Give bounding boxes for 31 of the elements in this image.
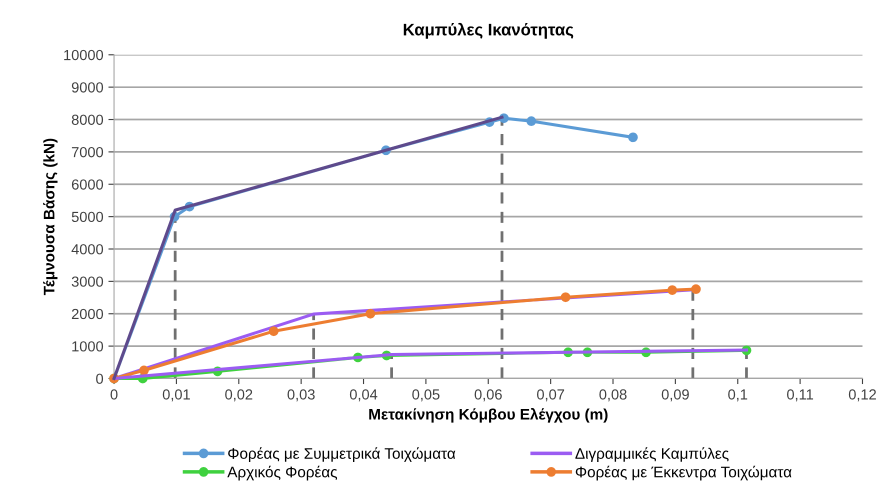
y-axis-title: Τέμνουσα Βάσης (kN) [43,138,58,296]
x-tick-label: 0,07 [537,389,564,402]
legend-label: Διγραμμικές Καμπύλες [575,447,729,462]
x-tick-label: 0,12 [848,389,876,402]
y-tick-label: 1000 [72,341,104,352]
x-tick-label: 0,04 [350,389,378,402]
chart-title: Καμπύλες Ικανότητας [404,22,574,39]
legend-label: Αρχικός Φορέας [227,466,338,480]
y-tick-label: 9000 [72,82,104,93]
x-tick-label: 0,02 [225,389,252,402]
x-tick-label: 0,01 [162,389,190,402]
y-tick-label: 5000 [72,212,104,222]
x-axis-title: Μετακίνηση Κόμβου Ελέγχου (m) [369,408,608,423]
legend-label: Φορέας με Συμμετρικά Τοιχώματα [228,447,456,462]
x-tick-label: 0,09 [662,389,689,402]
y-tick-label: 7000 [72,146,104,158]
x-tick-label: 0 [110,389,118,400]
x-tick-label: 0,11 [787,389,814,402]
y-tick-label: 8000 [72,114,104,125]
y-tick-label: 6000 [72,179,104,190]
legend-label: Φορέας με Έκκεντρα Τοιχώματα [576,466,792,480]
y-tick-label: 0 [96,374,104,384]
y-tick-label: 3000 [72,276,104,287]
y-tick-label: 2000 [72,308,104,320]
y-tick-label: 4000 [72,244,104,254]
x-tick-label: 0,06 [474,389,502,402]
x-tick-label: 0,03 [288,389,315,402]
x-tick-label: 0,08 [599,389,627,402]
x-tick-label: 0,05 [412,389,440,402]
x-tick-label: 0,1 [728,389,748,402]
y-tick-label: 10000 [64,50,104,60]
